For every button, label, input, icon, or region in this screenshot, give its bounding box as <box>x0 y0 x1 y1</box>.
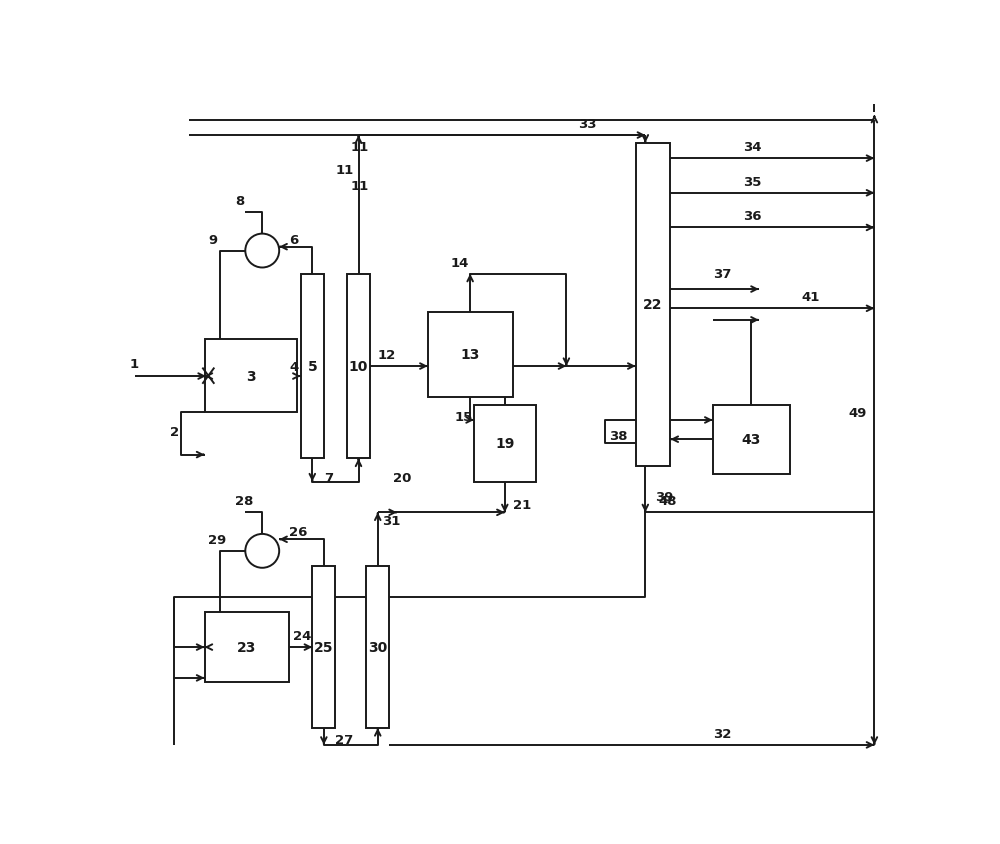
Text: 14: 14 <box>451 257 469 269</box>
Bar <box>301 274 324 459</box>
Bar <box>205 613 289 682</box>
Text: 26: 26 <box>289 526 308 538</box>
Circle shape <box>245 235 279 268</box>
Text: 9: 9 <box>208 233 217 246</box>
Text: 11: 11 <box>335 164 354 177</box>
Text: 22: 22 <box>643 298 663 312</box>
Text: 31: 31 <box>382 514 400 527</box>
Text: 4: 4 <box>289 360 298 373</box>
Text: 2: 2 <box>170 425 179 439</box>
Text: 41: 41 <box>801 291 820 304</box>
Bar <box>428 313 512 398</box>
Text: 24: 24 <box>293 630 311 642</box>
Text: 23: 23 <box>237 641 257 654</box>
Text: 32: 32 <box>713 727 731 740</box>
Text: 3: 3 <box>246 369 256 383</box>
Bar <box>312 566 335 728</box>
Text: 37: 37 <box>713 268 731 281</box>
Text: 43: 43 <box>742 433 761 446</box>
Text: 11: 11 <box>351 180 369 192</box>
Text: 21: 21 <box>512 499 531 511</box>
Text: 48: 48 <box>659 495 677 508</box>
Text: 33: 33 <box>578 118 596 131</box>
Text: 1: 1 <box>130 358 139 371</box>
Text: 39: 39 <box>655 491 673 504</box>
Text: 5: 5 <box>307 360 317 374</box>
Text: 25: 25 <box>314 641 334 654</box>
Text: 8: 8 <box>235 195 245 208</box>
Circle shape <box>245 534 279 568</box>
Text: 19: 19 <box>495 436 514 451</box>
Text: 15: 15 <box>455 410 473 423</box>
Text: 6: 6 <box>289 233 298 246</box>
Text: 10: 10 <box>349 360 368 374</box>
Bar <box>713 405 790 474</box>
Text: 7: 7 <box>324 472 333 484</box>
Text: 36: 36 <box>744 210 762 223</box>
Text: 35: 35 <box>744 176 762 188</box>
Text: 28: 28 <box>235 495 254 508</box>
Text: 11: 11 <box>351 141 369 154</box>
Bar <box>636 143 670 467</box>
Bar <box>347 274 370 459</box>
Text: 34: 34 <box>744 141 762 154</box>
Text: 27: 27 <box>335 733 354 746</box>
Text: 38: 38 <box>609 430 627 442</box>
Text: 20: 20 <box>393 472 412 484</box>
Text: 12: 12 <box>378 349 396 361</box>
Text: 49: 49 <box>848 406 867 419</box>
Text: 30: 30 <box>368 641 387 654</box>
Text: 29: 29 <box>208 533 227 546</box>
Bar <box>366 566 389 728</box>
Bar <box>474 405 536 482</box>
Text: 13: 13 <box>460 348 480 362</box>
Bar <box>205 339 297 413</box>
